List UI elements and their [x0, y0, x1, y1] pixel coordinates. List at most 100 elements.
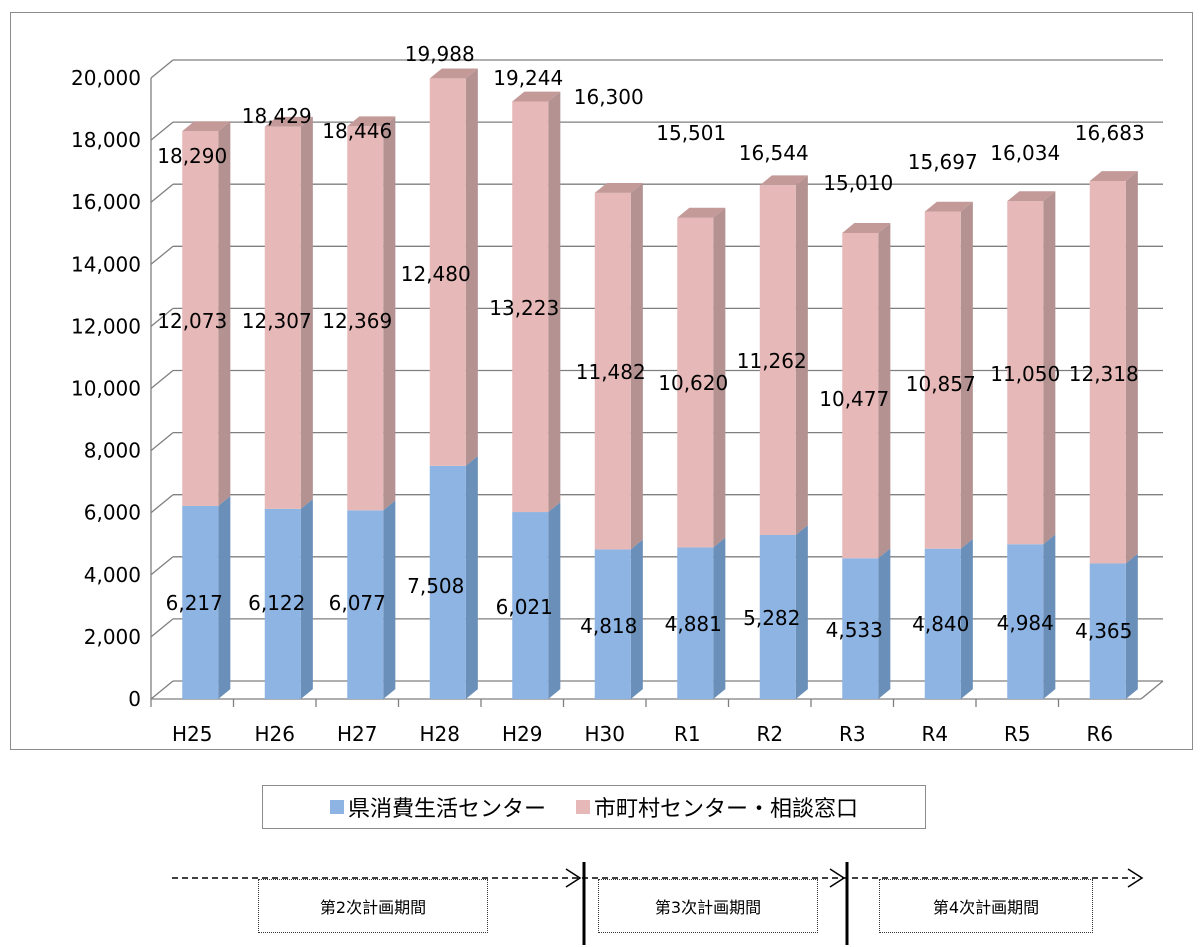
bar-side-1 — [713, 207, 726, 548]
bar-segment-0 — [182, 505, 219, 699]
bar-side-0 — [300, 499, 313, 699]
y-tick-label: 18,000 — [71, 128, 141, 152]
bar-segment-0 — [264, 508, 301, 699]
data-label-municipal: 10,477 — [819, 387, 889, 411]
bar-top-face — [429, 68, 478, 79]
bar-top-face — [842, 223, 891, 233]
data-label-prefecture: 4,533 — [826, 618, 883, 642]
y-tick-label: 10,000 — [71, 377, 141, 401]
data-label-prefecture: 6,122 — [248, 591, 305, 615]
x-tick-label: H28 — [420, 722, 461, 746]
data-label-municipal: 10,620 — [658, 371, 728, 395]
grid-side-1 — [150, 618, 174, 638]
period-label-2: 第2次計画期間 — [319, 898, 427, 917]
arrow-head-4 — [1127, 868, 1144, 888]
data-label-municipal: 11,262 — [737, 349, 807, 373]
data-label-total: 15,010 — [823, 171, 893, 195]
grid-side-6 — [150, 307, 174, 327]
bar-side-0 — [1125, 553, 1138, 699]
bar-side-1 — [300, 116, 313, 509]
legend-swatch-prefecture — [329, 800, 344, 814]
bar-segment-1 — [842, 232, 879, 559]
data-label-prefecture: 4,984 — [997, 611, 1054, 635]
bar-top-face — [512, 91, 561, 102]
bar-side-1 — [1043, 191, 1056, 545]
bar-segment-1 — [924, 211, 961, 549]
data-label-municipal: 11,482 — [576, 360, 646, 384]
data-label-prefecture: 5,282 — [743, 606, 800, 630]
bar-segment-1 — [182, 131, 219, 506]
floor-right-edge — [1140, 680, 1164, 700]
data-label-prefecture: 6,217 — [166, 591, 223, 615]
data-label-total: 16,300 — [574, 85, 644, 109]
x-tick-label: R3 — [839, 722, 866, 746]
bar-top-face — [264, 116, 313, 127]
data-label-total: 19,244 — [493, 66, 563, 90]
data-label-prefecture: 6,021 — [496, 595, 553, 619]
bar-top-face — [759, 175, 808, 186]
bar-segment-0 — [1089, 563, 1126, 699]
legend-item-municipal: 市町村センター・相談窓口 — [576, 791, 858, 823]
data-label-total: 18,446 — [322, 119, 392, 143]
data-label-municipal: 13,223 — [489, 296, 559, 320]
data-label-prefecture: 7,508 — [407, 574, 464, 598]
bar-segment-0 — [429, 465, 466, 699]
period-box-3: 第3次計画期間 — [598, 879, 818, 933]
bar-top-face — [594, 182, 643, 193]
bar-side-0 — [218, 496, 231, 699]
grid-side-3 — [150, 494, 174, 514]
bar-segment-1 — [759, 185, 796, 535]
bar-side-1 — [1125, 171, 1138, 564]
bar-segment-1 — [512, 101, 549, 513]
period-label-3: 第3次計画期間 — [654, 898, 762, 917]
period-label-4: 第4次計画期間 — [932, 898, 1040, 917]
data-label-municipal: 12,480 — [401, 262, 471, 286]
bar-segment-0 — [677, 547, 714, 699]
y-tick-label: 14,000 — [71, 252, 141, 276]
data-label-total: 18,290 — [157, 144, 227, 168]
grid-side-5 — [150, 369, 174, 390]
y-tick-label: 0 — [128, 687, 141, 711]
grid-side-4 — [150, 432, 174, 452]
x-tick-label: H26 — [255, 722, 296, 746]
bar-side-0 — [383, 500, 396, 699]
bar-side-0 — [465, 455, 478, 699]
bar-segment-0 — [594, 549, 631, 699]
data-label-prefecture: 4,881 — [665, 612, 722, 636]
bar-side-0 — [878, 548, 891, 699]
data-label-total: 16,034 — [990, 141, 1060, 165]
arrow-head-3 — [829, 868, 846, 888]
period-box-4: 第4次計画期間 — [879, 879, 1093, 933]
bar-side-1 — [383, 116, 396, 511]
bar-side-0 — [630, 539, 643, 699]
x-tick-label: R6 — [1086, 722, 1113, 746]
data-label-prefecture: 4,365 — [1075, 619, 1132, 643]
data-label-municipal: 12,369 — [322, 309, 392, 333]
bar-segment-1 — [677, 217, 714, 548]
bar-side-0 — [548, 502, 561, 699]
bar-side-1 — [878, 223, 891, 559]
grid-side-10 — [150, 59, 174, 79]
bar-segment-0 — [512, 512, 549, 699]
bar-segment-0 — [759, 534, 796, 699]
bar-segment-0 — [842, 558, 879, 699]
chart-plot: 0 2,000 4,000 6,000 8,000 10,000 12,000 14,000 1… — [71, 42, 1164, 746]
data-label-prefecture: 4,818 — [580, 614, 637, 638]
y-tick-label: 20,000 — [71, 66, 141, 90]
data-label-municipal: 12,307 — [242, 309, 312, 333]
grid-side-7 — [150, 245, 174, 265]
bar-top-face — [1007, 191, 1056, 202]
grid-side-8 — [150, 183, 174, 203]
data-label-total: 16,544 — [739, 141, 809, 165]
y-tick-label: 12,000 — [71, 314, 141, 338]
bar-side-0 — [713, 537, 726, 699]
data-label-total: 16,683 — [1075, 121, 1145, 145]
bar-side-1 — [548, 91, 561, 513]
x-tick-label: H29 — [502, 722, 543, 746]
legend-label-municipal: 市町村センター・相談窓口 — [594, 797, 859, 822]
x-tick-label: R2 — [756, 722, 783, 746]
x-tick-label: R1 — [674, 722, 701, 746]
grid-side-0 — [150, 680, 174, 700]
bar-top-face — [1089, 171, 1138, 181]
legend: 県消費生活センター 市町村センター・相談窓口 — [262, 785, 926, 829]
